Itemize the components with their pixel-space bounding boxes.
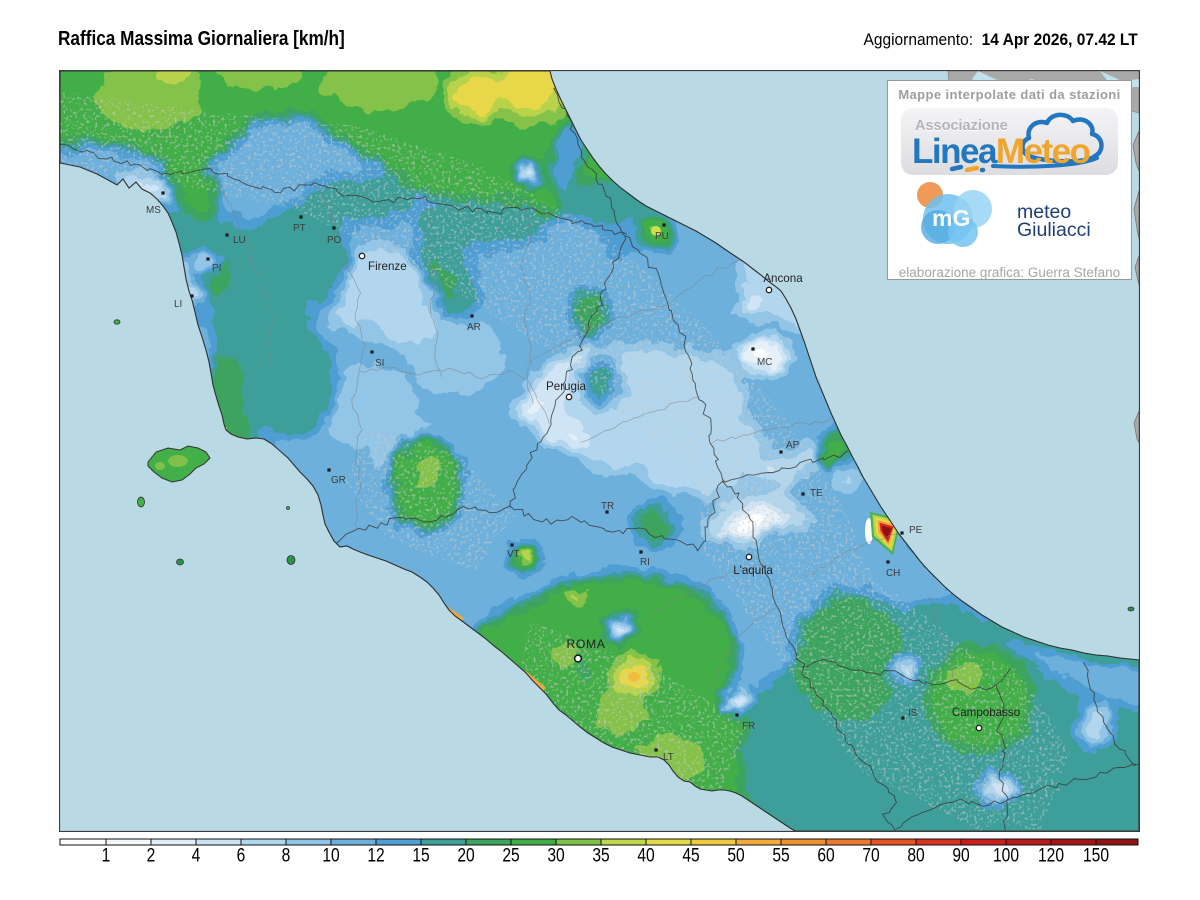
svg-text:LI: LI bbox=[174, 299, 182, 310]
svg-text:4: 4 bbox=[192, 844, 201, 866]
svg-text:15: 15 bbox=[412, 844, 430, 866]
svg-text:150: 150 bbox=[1083, 844, 1109, 866]
svg-text:Perugia: Perugia bbox=[546, 380, 587, 393]
svg-text:20: 20 bbox=[457, 844, 475, 866]
svg-text:PU: PU bbox=[655, 231, 669, 242]
svg-text:TR: TR bbox=[601, 501, 614, 512]
svg-text:VT: VT bbox=[507, 549, 520, 560]
svg-text:MS: MS bbox=[146, 205, 161, 216]
svg-text:CH: CH bbox=[886, 568, 900, 579]
svg-text:LineaMeteo: LineaMeteo bbox=[912, 132, 1091, 171]
svg-text:Ancona: Ancona bbox=[763, 272, 803, 285]
svg-text:PT: PT bbox=[293, 223, 306, 234]
svg-text:10: 10 bbox=[322, 844, 340, 866]
svg-text:1: 1 bbox=[102, 844, 111, 866]
svg-text:LU: LU bbox=[233, 235, 246, 246]
svg-text:45: 45 bbox=[682, 844, 700, 866]
svg-text:80: 80 bbox=[907, 844, 925, 866]
svg-text:mG: mG bbox=[932, 205, 970, 231]
svg-text:50: 50 bbox=[727, 844, 745, 866]
svg-text:AR: AR bbox=[467, 322, 481, 333]
svg-text:70: 70 bbox=[862, 844, 880, 866]
svg-text:2: 2 bbox=[147, 844, 156, 866]
svg-text:LT: LT bbox=[663, 752, 674, 763]
svg-text:40: 40 bbox=[637, 844, 655, 866]
svg-text:6: 6 bbox=[237, 844, 246, 866]
svg-text:30: 30 bbox=[547, 844, 565, 866]
svg-text:35: 35 bbox=[592, 844, 610, 866]
svg-text:IS: IS bbox=[908, 708, 918, 719]
svg-text:meteo: meteo bbox=[1017, 201, 1071, 223]
svg-text:Giuliacci: Giuliacci bbox=[1017, 219, 1091, 241]
svg-text:PE: PE bbox=[909, 525, 923, 536]
svg-text:100: 100 bbox=[993, 844, 1019, 866]
svg-text:8: 8 bbox=[282, 844, 291, 866]
svg-text:12: 12 bbox=[367, 844, 384, 866]
svg-text:TE: TE bbox=[810, 488, 823, 499]
svg-text:120: 120 bbox=[1038, 844, 1064, 866]
svg-text:AP: AP bbox=[786, 440, 800, 451]
svg-text:L'aquila: L'aquila bbox=[733, 564, 773, 577]
svg-text:PO: PO bbox=[327, 235, 342, 246]
svg-text:Campobasso: Campobasso bbox=[952, 706, 1020, 719]
svg-text:MC: MC bbox=[757, 357, 772, 368]
svg-text:90: 90 bbox=[952, 844, 970, 866]
svg-text:ROMA: ROMA bbox=[567, 637, 606, 651]
svg-text:FR: FR bbox=[742, 721, 755, 732]
svg-text:RI: RI bbox=[640, 557, 650, 568]
svg-text:PI: PI bbox=[212, 263, 221, 274]
svg-text:SI: SI bbox=[375, 358, 384, 369]
svg-text:Firenze: Firenze bbox=[368, 260, 407, 273]
svg-text:55: 55 bbox=[772, 844, 790, 866]
svg-text:Associazione: Associazione bbox=[915, 118, 1008, 134]
svg-text:60: 60 bbox=[817, 844, 835, 866]
svg-text:GR: GR bbox=[331, 475, 346, 486]
svg-text:25: 25 bbox=[502, 844, 520, 866]
